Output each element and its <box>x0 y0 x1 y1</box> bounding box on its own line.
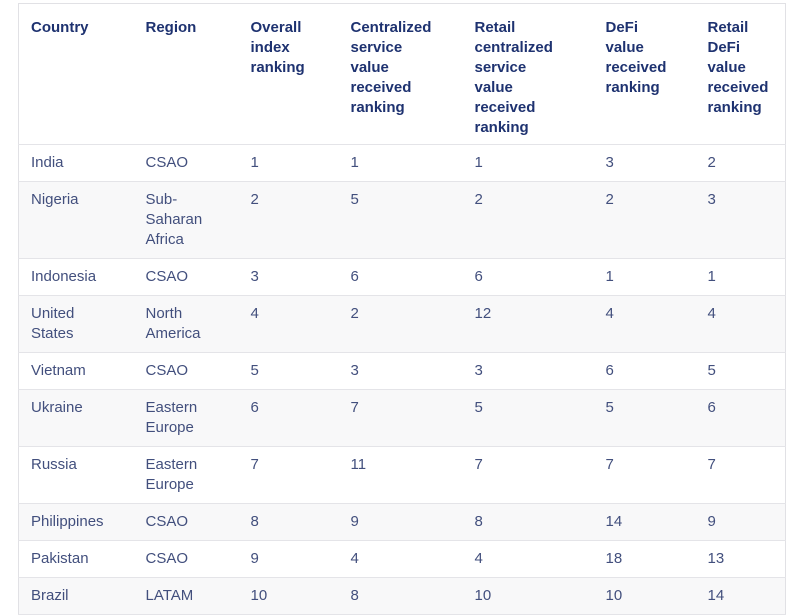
table-body: India CSAO 1 1 1 3 2 Nigeria Sub-Saharan Africa 2… <box>18 145 786 615</box>
country-cell: Nigeria <box>31 191 79 208</box>
ranking-cell: 9 <box>707 513 716 530</box>
country-cell: United States <box>31 305 75 342</box>
region-cell: CSAO <box>145 362 189 379</box>
ranking-cell: 4 <box>474 550 483 567</box>
ranking-cell: 7 <box>474 456 483 473</box>
header-row: Country Region Overall index ranking Centra… <box>18 4 786 145</box>
column-header: DeFi value received ranking <box>605 19 667 96</box>
column-header: Retail DeFi value received ranking <box>707 19 769 116</box>
ranking-cell: 7 <box>350 399 359 416</box>
table-row: Philippines CSAO 8 9 8 14 9 <box>18 503 786 541</box>
ranking-cell: 8 <box>250 513 259 530</box>
column-header: Region <box>145 19 197 36</box>
ranking-cell: 2 <box>474 191 483 208</box>
table-row: India CSAO 1 1 1 3 2 <box>18 145 786 182</box>
ranking-cell: 1 <box>474 154 483 171</box>
ranking-cell: 3 <box>350 362 359 379</box>
table-row: Indonesia CSAO 3 6 6 1 1 <box>18 259 786 296</box>
ranking-cell: 5 <box>250 362 259 379</box>
ranking-cell: 2 <box>250 191 259 208</box>
ranking-cell: 14 <box>605 513 623 530</box>
region-cell: LATAM <box>145 587 194 604</box>
ranking-cell: 13 <box>707 550 725 567</box>
country-cell: Indonesia <box>31 268 97 285</box>
ranking-cell: 3 <box>474 362 483 379</box>
ranking-cell: 4 <box>605 305 614 322</box>
ranking-cell: 10 <box>605 587 623 604</box>
crypto-adoption-rankings-table: Country Region Overall index ranking Centra… <box>18 3 786 615</box>
ranking-cell: 10 <box>250 587 268 604</box>
ranking-cell: 1 <box>350 154 359 171</box>
table-row: United States North America 4 2 12 4 4 <box>18 295 786 353</box>
country-cell: Russia <box>31 456 77 473</box>
ranking-cell: 3 <box>250 268 259 285</box>
ranking-cell: 5 <box>605 399 614 416</box>
country-cell: Philippines <box>31 513 104 530</box>
region-cell: CSAO <box>145 513 189 530</box>
ranking-cell: 9 <box>250 550 259 567</box>
region-cell: Eastern Europe <box>145 399 198 436</box>
column-header: Country <box>31 19 89 36</box>
region-cell: Sub-Saharan Africa <box>145 191 203 248</box>
ranking-cell: 14 <box>707 587 725 604</box>
ranking-cell: 3 <box>707 191 716 208</box>
ranking-cell: 6 <box>250 399 259 416</box>
country-cell: Ukraine <box>31 399 83 416</box>
table-header: Country Region Overall index ranking Centra… <box>18 4 786 145</box>
ranking-cell: 2 <box>707 154 716 171</box>
ranking-cell: 3 <box>605 154 614 171</box>
column-header: Centralized service value received ranki… <box>350 19 432 116</box>
ranking-cell: 10 <box>474 587 492 604</box>
table-row: Ukraine Eastern Europe 6 7 5 5 6 <box>18 389 786 447</box>
ranking-cell: 4 <box>707 305 716 322</box>
ranking-cell: 6 <box>605 362 614 379</box>
ranking-cell: 1 <box>707 268 716 285</box>
ranking-cell: 8 <box>474 513 483 530</box>
ranking-cell: 5 <box>350 191 359 208</box>
ranking-cell: 18 <box>605 550 623 567</box>
country-cell: Brazil <box>31 587 69 604</box>
table-row: Brazil LATAM 10 8 10 10 14 <box>18 577 786 615</box>
ranking-cell: 1 <box>250 154 259 171</box>
country-cell: India <box>31 154 64 171</box>
ranking-cell: 9 <box>350 513 359 530</box>
table-row: Pakistan CSAO 9 4 4 18 13 <box>18 541 786 578</box>
region-cell: CSAO <box>145 154 189 171</box>
table-row: Nigeria Sub-Saharan Africa 2 5 2 2 3 <box>18 181 786 259</box>
region-cell: Eastern Europe <box>145 456 198 493</box>
ranking-cell: 11 <box>350 456 367 473</box>
country-cell: Vietnam <box>31 362 86 379</box>
ranking-cell: 7 <box>250 456 259 473</box>
region-cell: CSAO <box>145 268 189 285</box>
ranking-cell: 6 <box>350 268 359 285</box>
ranking-cell: 2 <box>605 191 614 208</box>
column-header: Retail centralized service value receive… <box>474 19 553 136</box>
ranking-cell: 6 <box>707 399 716 416</box>
table-row: Vietnam CSAO 5 3 3 6 5 <box>18 353 786 390</box>
table-row: Russia Eastern Europe 7 11 7 7 7 <box>18 447 786 504</box>
ranking-cell: 12 <box>474 305 492 322</box>
ranking-cell: 7 <box>605 456 614 473</box>
ranking-cell: 5 <box>474 399 483 416</box>
ranking-cell: 8 <box>350 587 359 604</box>
rankings-table-container: Country Region Overall index ranking Centra… <box>18 3 786 615</box>
region-cell: CSAO <box>145 550 189 567</box>
ranking-cell: 6 <box>474 268 483 285</box>
ranking-cell: 1 <box>605 268 614 285</box>
ranking-cell: 4 <box>350 550 359 567</box>
ranking-cell: 4 <box>250 305 259 322</box>
country-cell: Pakistan <box>31 550 89 567</box>
column-header: Overall index ranking <box>250 19 305 76</box>
ranking-cell: 2 <box>350 305 359 322</box>
ranking-cell: 7 <box>707 456 716 473</box>
region-cell: North America <box>145 305 201 342</box>
ranking-cell: 5 <box>707 362 716 379</box>
